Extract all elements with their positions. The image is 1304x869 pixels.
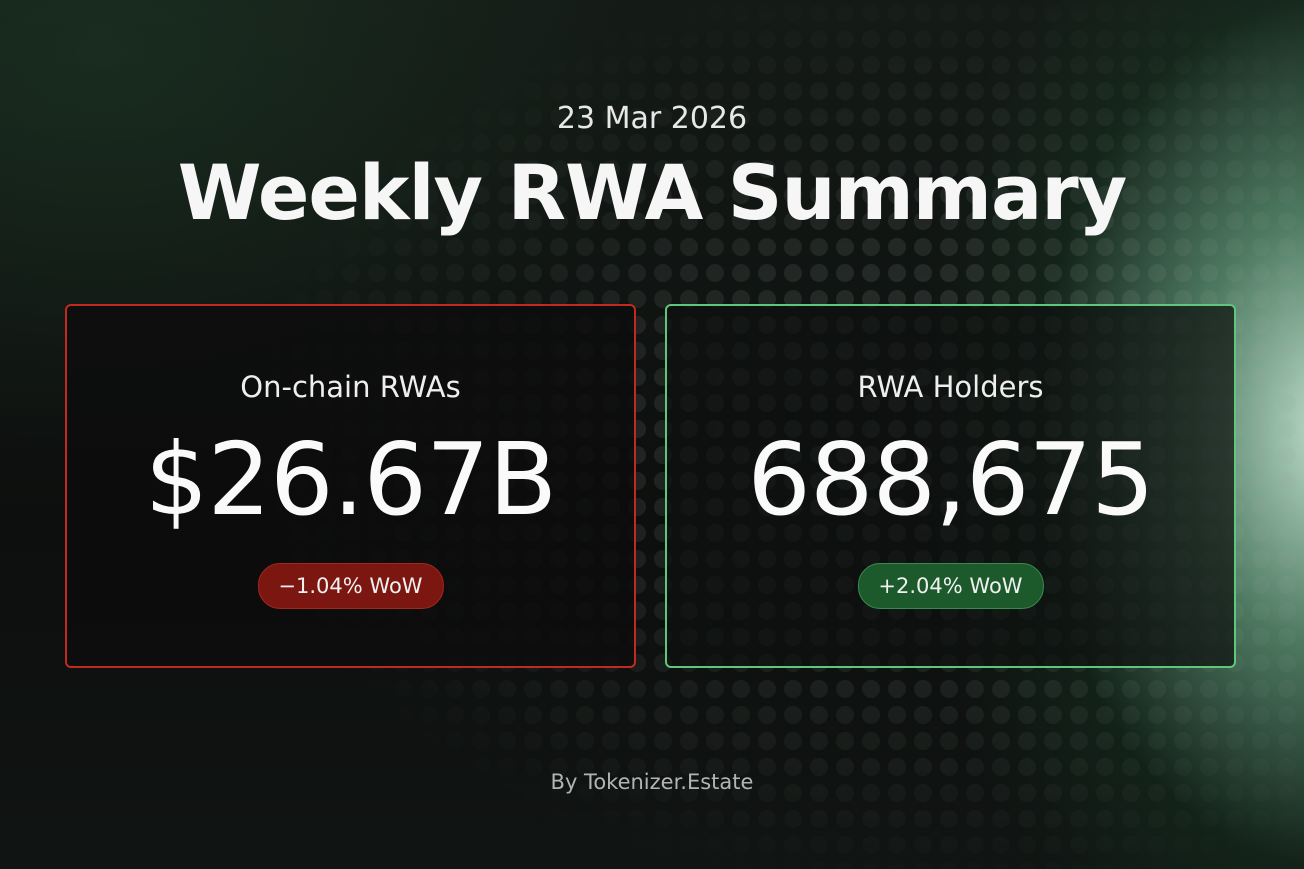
card-value: $26.67B — [144, 421, 558, 538]
card-label: RWA Holders — [857, 370, 1044, 404]
card-label: On-chain RWAs — [240, 370, 461, 404]
metric-card: RWA Holders 688,675 +2.04% WoW — [665, 304, 1236, 668]
title: Weekly RWA Summary — [177, 148, 1128, 237]
date: 23 Mar 2026 — [556, 101, 748, 136]
change-badge: +2.04% WoW — [857, 563, 1044, 609]
change-badge: −1.04% WoW — [257, 563, 444, 609]
card-value: 688,675 — [747, 421, 1155, 538]
footer-credit: By Tokenizer.Estate — [550, 770, 754, 794]
metric-card: On-chain RWAs $26.67B −1.04% WoW — [65, 304, 636, 668]
